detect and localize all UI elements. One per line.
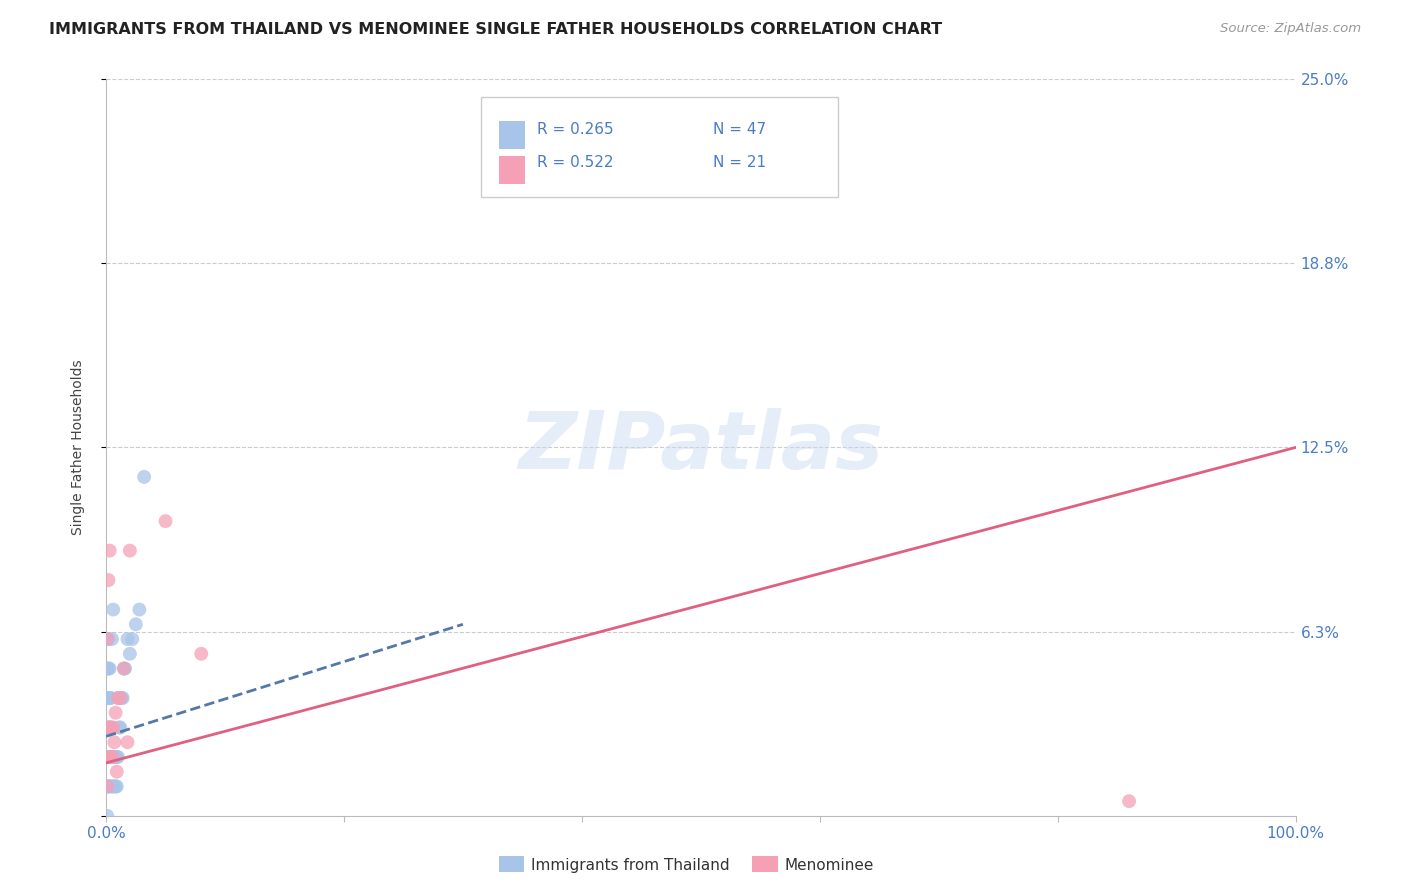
Point <box>107 691 129 706</box>
Text: Menominee: Menominee <box>785 858 875 872</box>
Point <box>98 721 121 735</box>
Point <box>111 691 134 706</box>
Point <box>108 721 131 735</box>
Point <box>105 764 128 779</box>
Point <box>97 721 120 735</box>
Point <box>98 750 121 764</box>
Point <box>97 750 120 764</box>
Point <box>112 661 135 675</box>
Point <box>105 780 128 794</box>
Point <box>100 780 122 794</box>
Point <box>96 632 118 646</box>
Point <box>98 721 121 735</box>
Point <box>155 514 177 528</box>
Point <box>96 721 118 735</box>
Point <box>117 735 139 749</box>
Point <box>128 602 150 616</box>
Point <box>101 750 124 764</box>
Point <box>96 780 118 794</box>
Point <box>104 780 127 794</box>
Point <box>96 780 118 794</box>
Point <box>98 691 121 706</box>
Y-axis label: Single Father Households: Single Father Households <box>72 359 86 535</box>
Point <box>118 543 141 558</box>
Point <box>100 721 122 735</box>
Point <box>97 780 120 794</box>
Point <box>96 809 118 823</box>
Point <box>125 617 148 632</box>
Text: N = 21: N = 21 <box>713 155 766 169</box>
Text: ZIPatlas: ZIPatlas <box>519 409 883 486</box>
FancyBboxPatch shape <box>499 155 524 184</box>
Point <box>117 632 139 646</box>
FancyBboxPatch shape <box>499 121 524 149</box>
Point <box>190 647 212 661</box>
Point <box>107 691 129 706</box>
Point <box>114 661 136 675</box>
Text: R = 0.265: R = 0.265 <box>537 121 613 136</box>
Point <box>98 780 121 794</box>
Point <box>100 691 122 706</box>
Point <box>118 647 141 661</box>
Point <box>98 661 121 675</box>
Point <box>103 750 125 764</box>
Point <box>96 750 118 764</box>
Text: R = 0.522: R = 0.522 <box>537 155 613 169</box>
Text: Immigrants from Thailand: Immigrants from Thailand <box>531 858 730 872</box>
Point <box>97 661 120 675</box>
Point <box>97 691 120 706</box>
Point <box>105 750 128 764</box>
Point <box>101 780 124 794</box>
Point <box>110 691 132 706</box>
Point <box>100 750 122 764</box>
Point <box>134 470 156 484</box>
Point <box>103 780 125 794</box>
Point <box>1118 794 1140 808</box>
Text: N = 47: N = 47 <box>713 121 766 136</box>
Point <box>104 706 127 720</box>
Point <box>96 661 118 675</box>
Point <box>97 750 120 764</box>
Point <box>101 750 124 764</box>
Point <box>107 750 129 764</box>
Point <box>103 750 125 764</box>
Point <box>97 632 120 646</box>
Point <box>110 721 132 735</box>
Point <box>103 602 125 616</box>
Point <box>103 721 125 735</box>
FancyBboxPatch shape <box>481 97 838 197</box>
Point <box>112 661 135 675</box>
Point <box>100 750 122 764</box>
Point <box>103 735 125 749</box>
Point <box>101 632 124 646</box>
Point <box>104 750 127 764</box>
Point <box>97 573 120 587</box>
Point <box>96 691 118 706</box>
Point <box>98 543 121 558</box>
Text: IMMIGRANTS FROM THAILAND VS MENOMINEE SINGLE FATHER HOUSEHOLDS CORRELATION CHART: IMMIGRANTS FROM THAILAND VS MENOMINEE SI… <box>49 22 942 37</box>
Point <box>121 632 143 646</box>
Point <box>103 780 125 794</box>
Point <box>100 721 122 735</box>
Text: Source: ZipAtlas.com: Source: ZipAtlas.com <box>1220 22 1361 36</box>
Point <box>110 691 132 706</box>
